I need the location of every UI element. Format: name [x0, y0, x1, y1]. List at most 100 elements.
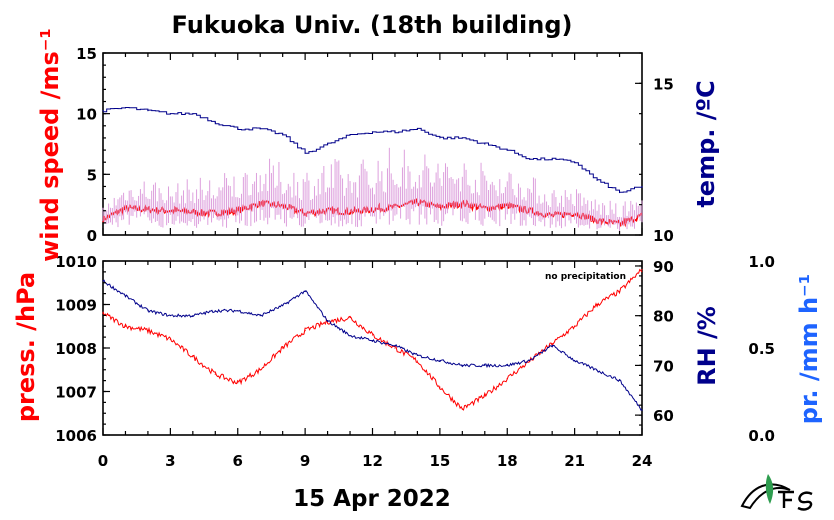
x-axis-date-label: 15 Apr 2022: [293, 486, 451, 512]
y-axis-label-rh: RH /%: [693, 306, 721, 386]
relative-humidity-point: [596, 369, 598, 371]
x-tick-label: 18: [497, 452, 518, 470]
temperature-point: [214, 122, 216, 124]
temperature-point: [371, 131, 374, 133]
pressure-point: [618, 290, 621, 293]
y-axis-label-pressure: press. /hPa: [12, 272, 40, 422]
temperature-point: [192, 113, 194, 115]
pressure-point: [551, 343, 553, 345]
relative-humidity-point: [214, 310, 216, 312]
chart-title: Fukuoka Univ. (18th building): [172, 11, 573, 39]
y-tick-label-left: 1010: [55, 253, 97, 271]
relative-humidity-point: [529, 359, 531, 362]
y-tick-label-left: 1007: [55, 384, 97, 402]
y-tick-label-left: 0: [87, 227, 97, 245]
top-panel-series: [102, 107, 643, 232]
x-tick-label: 24: [632, 452, 653, 470]
pressure-point: [574, 325, 576, 327]
y-tick-label-left: 5: [87, 166, 97, 184]
y-axis-label-precipitation: pr. /mm h⁻¹: [795, 274, 823, 424]
y-tick-label-precipitation: 0.0: [748, 427, 775, 445]
relative-humidity-point: [192, 315, 194, 317]
relative-humidity-point: [461, 364, 463, 366]
temperature-point: [596, 179, 598, 181]
no-precipitation-annotation: no precipitation: [545, 272, 626, 282]
y-tick-label-right: 90: [653, 258, 674, 276]
temperature-point: [147, 110, 149, 112]
relative-humidity-line: [102, 279, 643, 411]
x-tick-label: 21: [564, 452, 585, 470]
y-tick-label-right: 60: [653, 407, 674, 425]
y-tick-label-right: 15: [653, 75, 674, 93]
relative-humidity-point: [349, 334, 351, 337]
pressure-point: [124, 325, 127, 327]
temperature-point: [349, 134, 351, 136]
y-tick-label-right: 10: [653, 227, 674, 245]
relative-humidity-point: [282, 305, 284, 307]
y-axis-label-temperature: temp. /ºC: [692, 80, 720, 207]
pressure-point: [484, 395, 486, 397]
pressure-point: [147, 330, 149, 332]
relative-humidity-point: [259, 315, 261, 317]
temperature-point: [416, 128, 419, 130]
temperature-point: [529, 158, 531, 160]
x-tick-label: 9: [300, 452, 310, 470]
relative-humidity-point: [304, 290, 306, 292]
temperature-point: [461, 137, 463, 139]
temperature-point: [326, 143, 329, 145]
temperature-point: [304, 152, 306, 154]
relative-humidity-point: [618, 379, 621, 381]
y-tick-label-left: 15: [76, 45, 97, 63]
relative-humidity-point: [439, 359, 441, 362]
pressure-point: [641, 269, 643, 271]
temperature-point: [124, 107, 127, 109]
pressure-point: [259, 369, 261, 371]
bottom-panel-frame: [102, 260, 643, 436]
pressure-point: [394, 347, 396, 349]
pressure-point: [349, 316, 351, 319]
temperature-point: [506, 149, 508, 151]
y-tick-label-right: 70: [653, 357, 674, 375]
pressure-point: [371, 334, 374, 336]
relative-humidity-point: [484, 364, 486, 366]
pressure-point: [169, 338, 171, 340]
y-tick-label-left: 10: [76, 106, 97, 124]
pressure-point: [237, 382, 239, 384]
y-tick-label-left: 1006: [55, 427, 97, 445]
pressure-point: [102, 312, 104, 314]
axes: 0 5 10 15 10 15 0 3 6 9 12 15 18 21 24 1006 1007 1008 1009…: [55, 45, 775, 470]
y-tick-label-precipitation: 0.5: [748, 340, 775, 358]
relative-humidity-point: [394, 344, 396, 347]
y-tick-label-right: 80: [653, 308, 674, 326]
pressure-point: [214, 373, 216, 375]
temperature-point: [237, 128, 239, 130]
x-tick-label: 15: [429, 452, 450, 470]
x-tick-label: 3: [165, 452, 175, 470]
temperature-line: [103, 107, 643, 193]
temperature-point: [484, 143, 486, 145]
x-tick-label: 12: [362, 452, 383, 470]
temperature-point: [574, 161, 576, 163]
fues-logo: [740, 474, 813, 511]
temperature-point: [102, 110, 104, 112]
pressure-line: [102, 268, 643, 411]
pressure-point: [439, 386, 441, 388]
y-tick-label-left: 1008: [55, 340, 97, 358]
relative-humidity-point: [574, 359, 576, 362]
temperature-point: [551, 158, 553, 160]
temperature-point: [394, 131, 396, 133]
pressure-point: [506, 377, 508, 380]
pressure-point: [461, 408, 463, 410]
temperature-point: [169, 113, 171, 115]
relative-humidity-point: [416, 354, 419, 357]
pressure-point: [282, 347, 284, 349]
temperature-point: [439, 137, 441, 139]
x-tick-label: 6: [233, 452, 243, 470]
pressure-point: [416, 360, 419, 362]
relative-humidity-point: [102, 280, 104, 282]
y-tick-label-left: 1009: [55, 297, 97, 315]
y-axis-label-wind-speed: wind speed /ms⁻¹: [36, 28, 64, 262]
relative-humidity-point: [124, 295, 127, 297]
pressure-point: [596, 303, 598, 306]
